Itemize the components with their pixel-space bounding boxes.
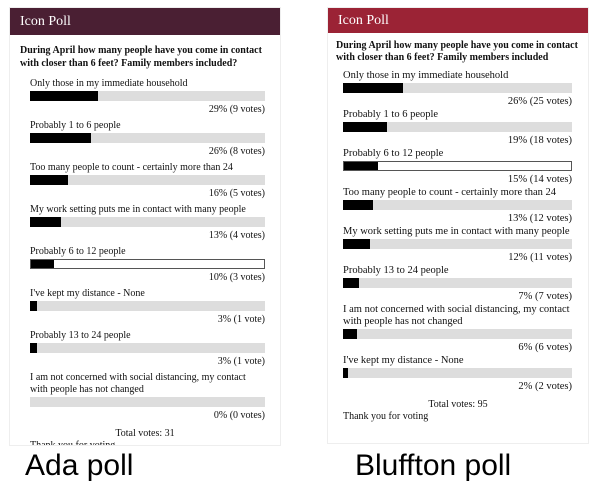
poll-option: I am not concerned with social distancin… [30, 372, 265, 422]
poll-header: Icon Poll [10, 8, 280, 35]
poll-panel: Icon Poll During April how many people ha… [328, 8, 588, 443]
option-label: Only those in my immediate household [30, 78, 188, 89]
poll-option: I've kept my distance - None 2% (2 votes) [343, 355, 572, 393]
poll-option: Too many people to count - certainly mor… [30, 162, 265, 200]
caption: Bluffton poll [355, 449, 512, 482]
poll-option: Probably 1 to 6 people 26% (8 votes) [30, 120, 265, 158]
result-bar [343, 368, 348, 378]
result-label: 13% (4 votes) [208, 230, 265, 241]
option-label: Too many people to count - certainly mor… [30, 162, 233, 173]
bar-track [30, 301, 265, 311]
poll-option: Only those in my immediate household 29% … [30, 78, 265, 116]
result-bar [30, 343, 38, 353]
result-label: 19% (18 votes) [507, 135, 572, 146]
result-bar [344, 162, 379, 170]
bar-track [343, 161, 572, 171]
result-label: 13% (12 votes) [507, 213, 572, 224]
bar-track [30, 343, 265, 353]
option-list: Only those in my immediate household 29% … [30, 78, 265, 422]
result-bar [343, 278, 360, 288]
poll-option: Probably 6 to 12 people 10% (3 votes) [30, 246, 265, 284]
bar-track [343, 278, 572, 288]
poll-option: Probably 1 to 6 people 19% (18 votes) [343, 109, 572, 147]
result-label: 15% (14 votes) [507, 174, 572, 185]
bar-track [30, 133, 265, 143]
poll-option: Only those in my immediate household 26% … [343, 70, 572, 108]
bar-track [30, 91, 265, 101]
result-label: 6% (6 votes) [518, 342, 572, 353]
option-label: Probably 13 to 24 people [343, 265, 449, 276]
poll-option: Too many people to count - certainly mor… [343, 187, 572, 225]
result-bar [343, 329, 357, 339]
result-bar [31, 260, 55, 268]
result-label: 29% (9 votes) [208, 104, 265, 115]
result-bar [30, 175, 68, 185]
option-label: Too many people to count - certainly mor… [343, 187, 556, 198]
option-label: I've kept my distance - None [30, 288, 145, 299]
result-bar [30, 133, 92, 143]
result-label: 3% (1 vote) [217, 356, 265, 367]
option-label: My work setting puts me in contact with … [343, 226, 570, 237]
result-label: 26% (8 votes) [208, 146, 265, 157]
result-label: 3% (1 vote) [217, 314, 265, 325]
result-label: 7% (7 votes) [518, 291, 572, 302]
option-label: Only those in my immediate household [343, 70, 509, 81]
result-bar [30, 217, 61, 227]
bar-track [343, 83, 572, 93]
poll-option: Probably 13 to 24 people 3% (1 vote) [30, 330, 265, 368]
result-label: 12% (11 votes) [508, 252, 572, 263]
option-label: I am not concerned with social distancin… [343, 304, 570, 327]
poll-option: Probably 6 to 12 people 15% (14 votes) [343, 148, 572, 186]
poll-option: I've kept my distance - None 3% (1 vote) [30, 288, 265, 326]
total-votes: Total votes: 31 [115, 428, 175, 439]
option-label: I am not concerned with social distancin… [30, 372, 246, 395]
bar-track [30, 259, 265, 269]
option-label: My work setting puts me in contact with … [30, 204, 246, 215]
option-list: Only those in my immediate household 26% … [343, 70, 572, 393]
result-bar [30, 301, 38, 311]
bar-track [343, 200, 572, 210]
option-label: Probably 6 to 12 people [343, 148, 444, 159]
bar-track [30, 397, 265, 407]
poll-question: During April how many people have you co… [336, 40, 578, 63]
poll-panel: Icon Poll During April how many people ha… [10, 8, 280, 445]
result-label: 26% (25 votes) [507, 96, 572, 107]
footer-text: Thank you for voting [30, 440, 280, 445]
result-label: 16% (5 votes) [208, 188, 265, 199]
bar-track [343, 368, 572, 378]
footer-text: Thank you for voting [343, 411, 429, 422]
result-bar [343, 83, 403, 93]
bar-track [343, 329, 572, 339]
poll-option: My work setting puts me in contact with … [30, 204, 265, 242]
poll-question: During April how many people have you co… [20, 45, 262, 69]
poll-option: I am not concerned with social distancin… [343, 304, 572, 354]
bar-track [343, 239, 572, 249]
result-bar [30, 91, 99, 101]
result-bar [343, 122, 387, 132]
poll-option: My work setting puts me in contact with … [343, 226, 572, 264]
bar-track [30, 217, 265, 227]
result-bar [343, 239, 371, 249]
result-label: 10% (3 votes) [208, 272, 265, 283]
bar-track [30, 175, 265, 185]
result-label: 2% (2 votes) [518, 381, 572, 392]
option-label: Probably 1 to 6 people [343, 109, 439, 120]
caption: Ada poll [25, 449, 134, 482]
option-label: I've kept my distance - None [343, 355, 464, 366]
poll-option: Probably 13 to 24 people 7% (7 votes) [343, 265, 572, 303]
result-bar [343, 200, 373, 210]
total-votes: Total votes: 95 [428, 399, 488, 410]
option-label: Probably 6 to 12 people [30, 246, 126, 257]
option-label: Probably 1 to 6 people [30, 120, 121, 131]
bar-track [343, 122, 572, 132]
result-label: 0% (0 votes) [213, 410, 265, 421]
option-label: Probably 13 to 24 people [30, 330, 131, 341]
poll-header: Icon Poll [328, 8, 588, 33]
